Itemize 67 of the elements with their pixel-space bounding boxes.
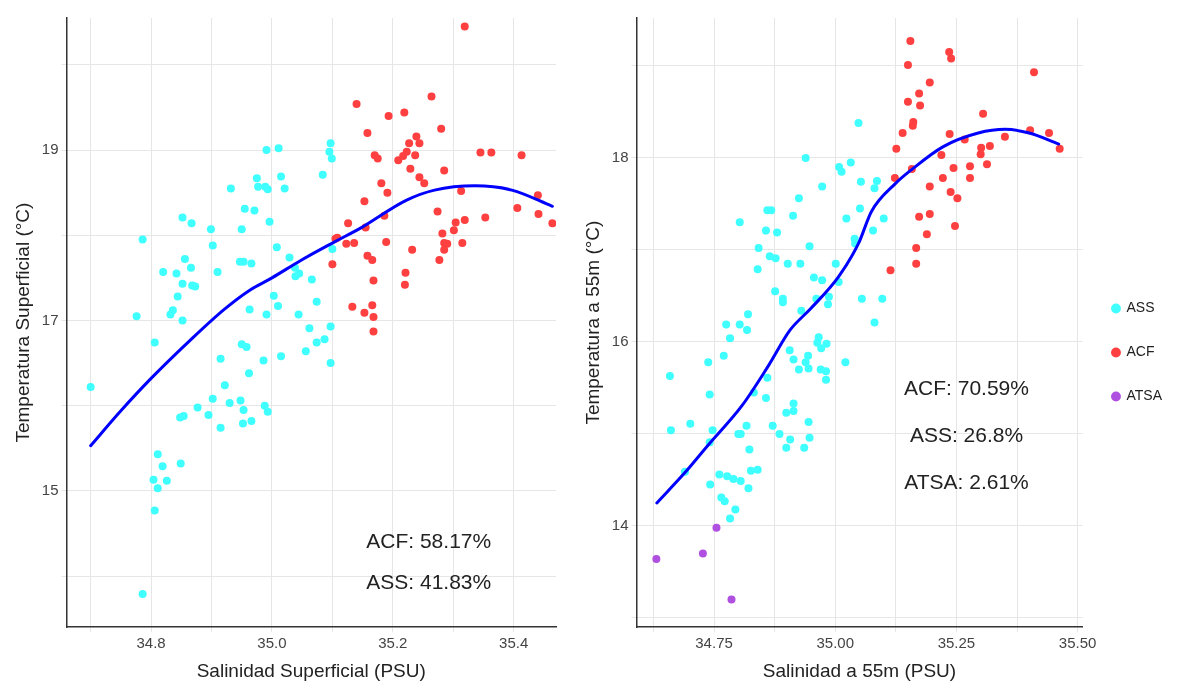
point — [898, 129, 907, 138]
point — [925, 78, 934, 87]
point — [982, 160, 991, 169]
x-axis-title: Salinidad a 55m (PSU) — [762, 659, 957, 681]
point — [886, 266, 895, 275]
y-tick-label: 18 — [611, 148, 629, 166]
point — [915, 212, 924, 221]
point — [946, 187, 955, 196]
x-tick-label: 35.2 — [378, 634, 408, 652]
point — [727, 595, 736, 604]
annotation: ACF: 58.17% — [366, 528, 492, 552]
point — [976, 150, 985, 159]
y-tick-label: 16 — [611, 332, 629, 350]
point — [903, 60, 912, 69]
point — [953, 194, 962, 203]
point — [916, 101, 925, 110]
point — [922, 230, 931, 239]
y-tick-label: 19 — [41, 140, 59, 158]
y-axis-title: Temperatura a 55m (°C) — [581, 220, 603, 425]
point — [915, 89, 924, 98]
x-tick-label: 34.8 — [136, 634, 166, 652]
point — [925, 182, 934, 191]
point — [903, 97, 912, 106]
x-tick-label: 35.00 — [816, 634, 855, 652]
x-tick-label: 34.75 — [695, 634, 733, 652]
point — [945, 129, 954, 138]
point — [652, 555, 661, 564]
point — [925, 210, 934, 219]
y-tick-label: 14 — [611, 516, 629, 534]
point — [1030, 68, 1038, 77]
y-tick-label: 17 — [41, 310, 59, 328]
point — [908, 121, 917, 130]
point — [698, 549, 707, 558]
legend-label: ASS — [1126, 299, 1155, 316]
y-axis-title: Temperatura Superficial (°C) — [11, 202, 33, 443]
point — [906, 37, 915, 46]
point — [937, 151, 946, 160]
legend-label: ACF — [1126, 343, 1155, 360]
point — [1000, 132, 1009, 141]
point — [892, 144, 901, 153]
x-tick-label: 35.25 — [937, 634, 976, 652]
point — [1055, 144, 1064, 153]
point — [712, 523, 721, 532]
x-tick-label: 35.0 — [257, 634, 287, 652]
annotation: ASS: 26.8% — [909, 423, 1024, 447]
point — [966, 174, 975, 183]
point — [985, 141, 994, 150]
point — [966, 162, 975, 171]
legend-label: ATSA — [1126, 387, 1163, 404]
x-tick-label: 35.4 — [499, 634, 529, 652]
point — [890, 174, 899, 183]
point — [979, 109, 988, 118]
y-tick-label: 15 — [41, 481, 59, 499]
point — [950, 221, 959, 230]
point — [912, 244, 921, 253]
line-series — [89, 184, 554, 448]
x-tick-label: 35.50 — [1058, 634, 1097, 652]
point — [938, 174, 947, 183]
annotation: ATSA: 2.61% — [904, 470, 1029, 494]
point — [1045, 129, 1054, 138]
point — [945, 48, 954, 57]
point — [912, 259, 921, 268]
point — [947, 54, 956, 63]
point — [949, 164, 958, 172]
x-axis-title: Salinidad Superficial (PSU) — [196, 659, 426, 681]
annotation: ACF: 70.59% — [904, 376, 1029, 400]
annotation: ASS: 41.83% — [366, 570, 492, 594]
